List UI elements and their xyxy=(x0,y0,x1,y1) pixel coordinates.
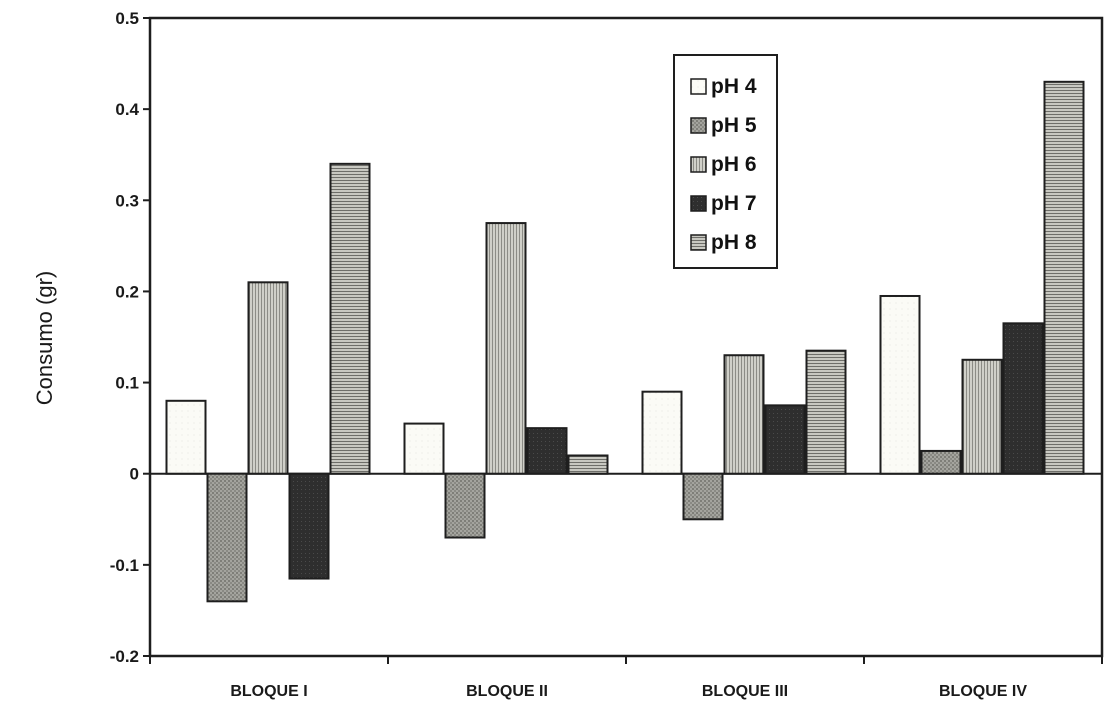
bar-bloque-iv-ph-4 xyxy=(879,294,921,475)
y-tick-label: 0.2 xyxy=(115,282,139,301)
bar-bloque-ii-ph-8 xyxy=(567,454,609,475)
legend-label-ph-6: pH 6 xyxy=(711,153,757,176)
bar-bloque-ii-ph-5 xyxy=(444,472,486,539)
category-label-bloque-ii: BLOQUE II xyxy=(466,683,548,700)
bar-bloque-iv-ph-7 xyxy=(1002,322,1044,475)
bar-bloque-i-ph-8 xyxy=(329,162,371,475)
legend-label-ph-7: pH 7 xyxy=(711,192,757,215)
legend-swatch-ph-6 xyxy=(690,156,707,173)
legend-label-ph-5: pH 5 xyxy=(711,114,757,137)
bar-bloque-iii-ph-6 xyxy=(723,354,765,475)
y-tick-label: 0.3 xyxy=(115,191,139,210)
y-axis: 0.5 0.4 0.3 0.2 0.1 0 -0.1 -0.2 xyxy=(110,9,150,666)
bar-bloque-iii-ph-4 xyxy=(641,390,683,475)
y-tick-label: -0.2 xyxy=(110,647,139,666)
category-label-bloque-iii: BLOQUE III xyxy=(702,683,788,700)
legend: pH 4 pH 5 pH 6 pH 7 pH 8 xyxy=(673,54,778,269)
bar-bloque-i-ph-5 xyxy=(206,472,248,603)
legend-swatch-ph-4 xyxy=(690,78,707,95)
y-tick-label: -0.1 xyxy=(110,556,139,575)
legend-swatch-ph-5 xyxy=(690,117,707,134)
bar-bloque-iii-ph-8 xyxy=(805,349,847,475)
legend-label-ph-8: pH 8 xyxy=(711,231,757,254)
y-tick-label: 0 xyxy=(130,465,139,484)
legend-swatch-ph-7 xyxy=(690,195,707,212)
x-axis: BLOQUE I BLOQUE II BLOQUE III BLOQUE IV xyxy=(149,656,1103,700)
y-tick-label: 0.4 xyxy=(115,100,139,119)
bar-bloque-iii-ph-7 xyxy=(764,404,806,475)
y-axis-title: Consumo (gr) xyxy=(32,271,57,405)
legend-label-ph-4: pH 4 xyxy=(711,75,757,98)
bar-bloque-iv-ph-6 xyxy=(961,358,1003,475)
bar-bloque-iv-ph-5 xyxy=(920,449,962,475)
category-label-bloque-iv: BLOQUE IV xyxy=(939,683,1027,700)
bar-bloque-i-ph-7 xyxy=(288,472,330,580)
y-tick-label: 0.1 xyxy=(115,374,139,393)
bar-bloque-ii-ph-6 xyxy=(485,222,527,475)
bar-bloque-iii-ph-5 xyxy=(682,472,724,521)
bar-bloque-ii-ph-7 xyxy=(526,427,568,475)
bar-bloque-i-ph-4 xyxy=(165,399,207,475)
bar-bloque-i-ph-6 xyxy=(247,281,289,475)
legend-swatch-ph-8 xyxy=(690,234,707,251)
category-label-bloque-i: BLOQUE I xyxy=(230,683,307,700)
y-tick-label: 0.5 xyxy=(115,9,139,28)
bar-bloque-iv-ph-8 xyxy=(1043,80,1085,475)
bar-bloque-ii-ph-4 xyxy=(403,422,445,475)
bars xyxy=(165,80,1085,603)
